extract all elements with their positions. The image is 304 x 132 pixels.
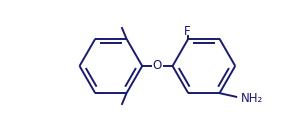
Text: F: F <box>184 25 191 37</box>
Text: NH₂: NH₂ <box>241 91 263 105</box>
Text: O: O <box>153 58 162 72</box>
